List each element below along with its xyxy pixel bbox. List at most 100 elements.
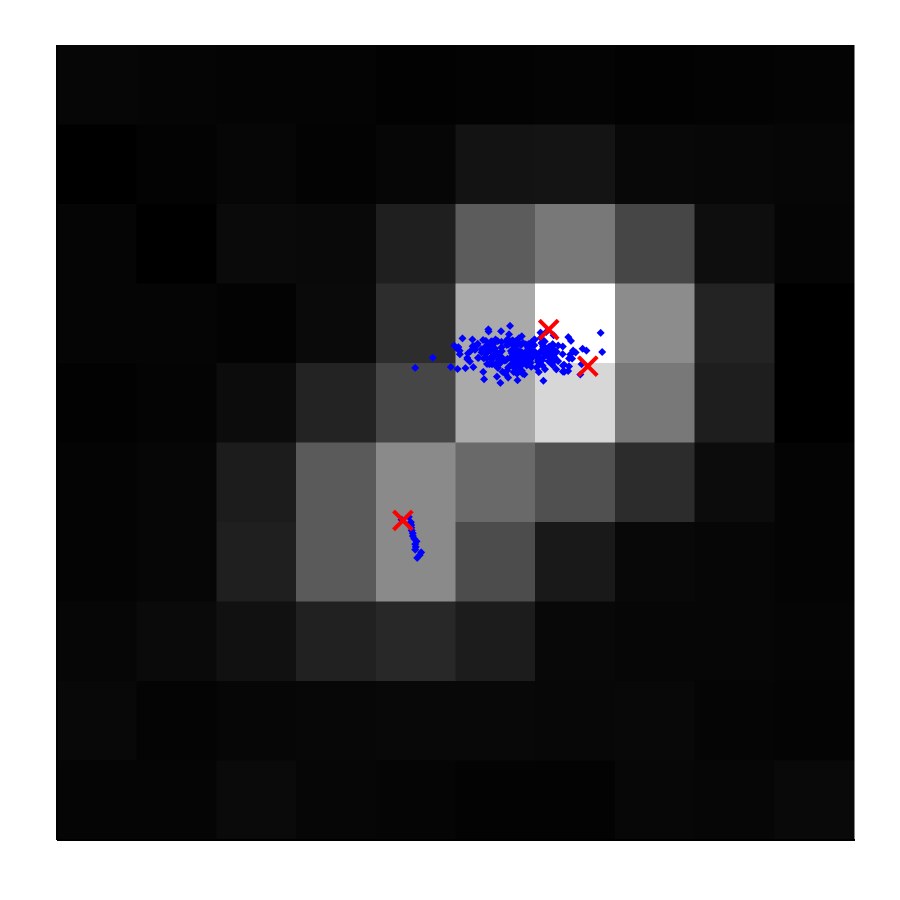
scatter-point-c0-247 [515, 340, 524, 349]
pixel-r1-c2 [216, 124, 297, 205]
pixel-r7-c5 [455, 601, 536, 682]
pixel-r9-c5 [455, 760, 536, 841]
scatter-point-c0-122 [446, 362, 455, 371]
scatter-point-c0-257 [455, 346, 464, 355]
pixel-r7-c7 [614, 601, 696, 682]
scatter-point-c0-258 [493, 363, 502, 372]
scatter-point-c0-98 [480, 375, 489, 384]
pixel-r7-c3 [296, 601, 377, 682]
pixel-r2-c4 [375, 204, 457, 285]
scatter-point-c0-248 [548, 348, 557, 357]
pixel-r4-c4 [375, 363, 457, 444]
pixel-r6-c5 [455, 522, 536, 603]
pixel-r6-c2 [216, 522, 297, 603]
scatter-point-c0-193 [532, 363, 541, 372]
pixel-r3-c1 [136, 283, 217, 364]
scatter-point-c0-196 [596, 328, 605, 337]
scatter-point-c0-191 [474, 353, 483, 362]
pixel-r4-c1 [136, 363, 217, 444]
pixel-r3-c0 [57, 283, 138, 364]
pixel-r5-c1 [136, 442, 217, 523]
pixel-r4-c0 [57, 363, 138, 444]
pixel-r1-c9 [774, 124, 855, 205]
scatter-point-c0-72 [496, 378, 505, 387]
pixel-r3-c4 [375, 283, 457, 364]
scatter-point-c0-233 [520, 370, 529, 379]
scatter-point-c0-62 [558, 350, 567, 359]
pixel-r7-c9 [774, 601, 855, 682]
pixel-r0-c7 [614, 45, 696, 126]
pixel-r3-c8 [694, 283, 775, 364]
scatter-point-c0-230 [509, 341, 518, 350]
pixel-r4-c8 [694, 363, 775, 444]
pixel-r5-c7 [614, 442, 696, 523]
pixel-r8-c1 [136, 681, 217, 762]
scatter-point-c0-14 [552, 365, 561, 374]
scatter-point-c0-161 [530, 336, 539, 345]
scatter-point-c0-115 [468, 335, 477, 344]
pixel-r6-c6 [535, 522, 616, 603]
pixel-r1-c1 [136, 124, 217, 205]
scatter-point-c0-253 [503, 335, 512, 344]
scatter-point-c0-190 [534, 356, 543, 365]
scatter-point-c0-182 [508, 336, 517, 345]
scatter-point-c0-242 [540, 337, 549, 346]
pixel-r9-c3 [296, 760, 377, 841]
scatter-point-c0-228 [509, 353, 518, 362]
scatter-point-c0-194 [539, 376, 548, 385]
scatter-point-c0-163 [481, 336, 490, 345]
pixel-r8-c4 [375, 681, 457, 762]
scatter-point-c0-102 [554, 341, 563, 350]
scatter-point-c0-254 [501, 370, 510, 379]
scatter-point-c0-204 [461, 364, 470, 373]
pixel-r3-c2 [216, 283, 297, 364]
peak-marker-0 [537, 318, 560, 341]
pixel-r4-c2 [216, 363, 297, 444]
intensity-grid [57, 45, 855, 841]
scatter-point-c0-187 [539, 353, 548, 362]
pixel-r1-c8 [694, 124, 775, 205]
pixel-r1-c4 [375, 124, 457, 205]
scatter-point-c0-216 [528, 352, 537, 361]
scatter-point-c0-160 [463, 355, 472, 364]
pixel-r0-c0 [57, 45, 138, 126]
pixel-r5-c9 [774, 442, 855, 523]
pixel-r2-c3 [296, 204, 377, 285]
pixel-r1-c7 [614, 124, 696, 205]
scatter-point-c0-236 [493, 337, 502, 346]
scatter-point-c0-245 [517, 361, 526, 370]
pixel-r6-c9 [774, 522, 855, 603]
pixel-r0-c6 [535, 45, 616, 126]
scatter-point-c0-222 [565, 362, 574, 371]
pixel-r2-c9 [774, 204, 855, 285]
scatter-point-c0-53 [453, 364, 462, 373]
scatter-point-c0-250 [524, 340, 533, 349]
pixel-r6-c1 [136, 522, 217, 603]
pixel-r7-c2 [216, 601, 297, 682]
scatter-point-c0-243 [497, 327, 506, 336]
scatter-point-c0-252 [496, 352, 505, 361]
pixel-r0-c5 [455, 45, 536, 126]
scatter-point-c0-249 [565, 354, 574, 363]
scatter-point-c0-106 [458, 334, 467, 343]
pixel-r8-c3 [296, 681, 377, 762]
pixel-r6-c0 [57, 522, 138, 603]
pixel-r2-c1 [136, 204, 217, 285]
pixel-r1-c5 [455, 124, 536, 205]
scatter-point-c0-244 [428, 353, 437, 362]
pixel-r8-c8 [694, 681, 775, 762]
pixel-r5-c3 [296, 442, 377, 523]
peak-marker-2 [392, 509, 414, 532]
scatter-point-c0-94 [492, 372, 501, 381]
pixel-r9-c0 [57, 760, 138, 841]
scatter-point-c0-221 [564, 333, 573, 342]
scatter-point-c0-95 [497, 347, 506, 356]
pixel-r7-c1 [136, 601, 217, 682]
pixel-r0-c2 [216, 45, 297, 126]
scatter-point-c1-15 [413, 553, 422, 562]
pixel-r1-c0 [57, 124, 138, 205]
pixel-r4-c7 [614, 363, 696, 444]
pixel-r7-c6 [535, 601, 616, 682]
peak-markers [392, 318, 599, 532]
scatter-point-c0-112 [558, 361, 567, 370]
